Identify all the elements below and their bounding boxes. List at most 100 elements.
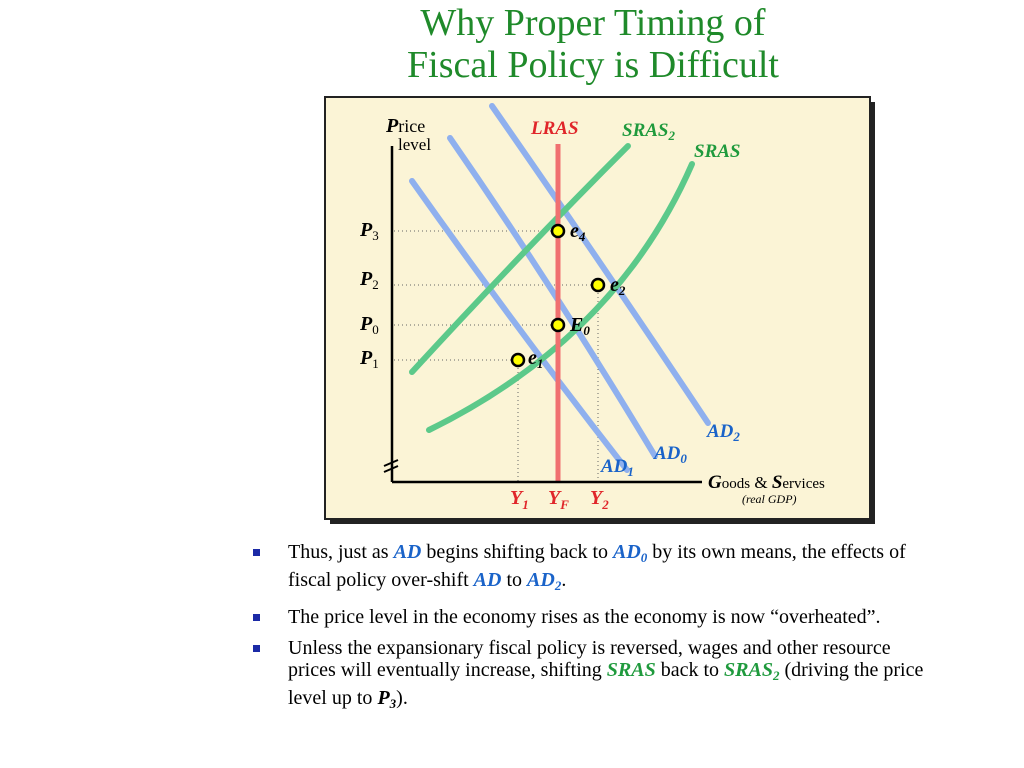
price-label-p1-main: P: [359, 347, 373, 369]
ad-as-diagram: Price level LRAS SRAS2 SRAS AD2 AD0 AD1 …: [359, 103, 825, 512]
lras-label: LRAS: [530, 118, 579, 139]
bullet-3-p-main: P: [377, 687, 390, 709]
bullet-3-p-sub: 3: [389, 696, 397, 711]
bullet-marker: [253, 549, 260, 556]
x-axis-label-cap2: S: [772, 472, 783, 493]
bullet-1-ad-d-sub: 2: [554, 578, 562, 593]
ad1-label: AD1: [600, 456, 634, 479]
point-label-e1-sub: 1: [537, 356, 544, 371]
point-e2: [590, 277, 606, 293]
ad0-curve: [447, 135, 658, 459]
quantity-label-yf-sub: F: [559, 497, 569, 512]
bullet-3-text-d: ).: [396, 687, 408, 709]
ad1-label-sub: 1: [627, 464, 634, 479]
price-label-p0: P0: [359, 313, 379, 337]
bullet-1-text-b: begins shifting back to: [426, 541, 608, 563]
x-axis-label: Goods & Services: [708, 472, 825, 493]
sras2-label-sub: 2: [667, 128, 675, 143]
axis-break-icon: [383, 459, 399, 473]
quantity-label-y2: Y2: [590, 487, 609, 512]
y-axis-label-cap: P: [385, 115, 399, 137]
price-label-p1-sub: 1: [372, 356, 379, 371]
y-axis-label-rest: rice: [398, 116, 425, 136]
bullet-2-text: The price level in the economy rises as …: [288, 606, 881, 628]
ad2-label-sub: 2: [732, 429, 740, 444]
bullet-1-text-c: by its own means, the effects of fiscal …: [288, 541, 906, 591]
x-axis-label-amp: &: [750, 473, 772, 492]
price-label-p3-main: P: [359, 219, 373, 241]
point-e0: [550, 317, 566, 333]
price-label-p1: P1: [359, 347, 379, 371]
sras2-label: SRAS2: [622, 120, 675, 143]
bullet-1-ad-d: AD2: [527, 569, 562, 593]
bullet-1-ad-a: AD: [393, 541, 422, 563]
y-axis-label: Price: [385, 115, 425, 137]
title-line-1: Why Proper Timing of: [420, 2, 766, 44]
point-label-e4-main: e: [570, 220, 579, 242]
bullet-3-sras-a: SRAS: [606, 659, 656, 681]
quantity-label-yf: YF: [548, 487, 569, 512]
quantity-label-y2-sub: 2: [601, 497, 609, 512]
bullet-marker: [253, 614, 260, 621]
price-label-p3-sub: 3: [372, 228, 379, 243]
bullet-1-ad-b: AD0: [613, 541, 648, 565]
price-label-p0-sub: 0: [372, 322, 379, 337]
point-label-e0: E0: [569, 314, 590, 338]
point-label-e4-sub: 4: [578, 229, 586, 244]
sras-curve: [426, 161, 695, 433]
price-label-p2-main: P: [359, 268, 373, 290]
bullet-1-ad-b-main: AD: [613, 541, 641, 563]
bullet-3-sras-b-main: SRAS: [724, 659, 773, 681]
quantity-label-y2-main: Y: [590, 487, 604, 509]
point-label-e2: e2: [610, 274, 626, 298]
point-label-e1: e1: [528, 347, 543, 371]
bullet-3-text-a: Unless the expansionary fiscal policy is…: [288, 637, 891, 681]
point-label-e4: e4: [570, 220, 586, 244]
bullet-marker: [253, 645, 260, 652]
bullet-item-3: Unless the expansionary fiscal policy is…: [248, 637, 938, 715]
price-label-p2: P2: [359, 268, 379, 292]
point-label-e0-main: E: [569, 314, 583, 336]
point-label-e2-main: e: [610, 274, 619, 296]
sras-label: SRAS: [694, 141, 740, 162]
quantity-label-y1: Y1: [510, 487, 529, 512]
bullet-item-2: The price level in the economy rises as …: [248, 606, 938, 628]
bullet-3-text-b: back to: [660, 659, 720, 681]
point-label-e0-sub: 0: [583, 323, 590, 338]
bullet-1-ad-d-main: AD: [527, 569, 555, 591]
bullet-3-sras-b-sub: 2: [772, 668, 780, 683]
ad2-curve: [489, 103, 711, 426]
y-axis-label-line2: level: [398, 135, 431, 154]
title-line-2: Fiscal Policy is Difficult: [407, 44, 779, 86]
ad1-curve: [409, 178, 630, 473]
ad1-label-main: AD: [600, 456, 628, 477]
point-label-e1-main: e: [528, 347, 537, 369]
quantity-label-yf-main: Y: [548, 487, 562, 509]
point-e4: [550, 223, 566, 239]
bullet-1-text-e: .: [561, 569, 567, 591]
price-label-p0-main: P: [359, 313, 373, 335]
sras2-curve: [409, 143, 631, 375]
chart-panel: Price level LRAS SRAS2 SRAS AD2 AD0 AD1 …: [324, 96, 871, 520]
price-label-p3: P3: [359, 219, 379, 243]
bullet-1-text-a: Thus, just as: [288, 541, 389, 563]
x-axis-label-rest2: ervices: [782, 476, 825, 492]
ad0-label-main: AD: [653, 443, 681, 464]
ad2-label: AD2: [706, 421, 740, 444]
bullet-3-p3: P3: [377, 687, 397, 711]
quantity-label-y1-sub: 1: [522, 497, 529, 512]
x-axis-label-cap1: G: [708, 472, 722, 493]
page-title: Why Proper Timing of Fiscal Policy is Di…: [300, 2, 886, 86]
x-axis-sublabel: (real GDP): [742, 492, 797, 506]
point-label-e2-sub: 2: [618, 283, 626, 298]
ad0-label: AD0: [653, 443, 687, 466]
point-e1: [510, 352, 526, 368]
bullet-3-sras-b: SRAS2: [724, 659, 780, 683]
ad0-label-sub: 0: [680, 451, 687, 466]
ad2-label-main: AD: [706, 421, 734, 442]
bullet-1-ad-b-sub: 0: [640, 550, 648, 565]
bullet-3-text-c: (driving the price level up to: [288, 659, 924, 709]
sras2-label-main: SRAS: [622, 120, 668, 141]
x-axis-label-rest1: oods: [722, 476, 751, 492]
bullet-list: Thus, just as AD begins shifting back to…: [248, 541, 938, 724]
